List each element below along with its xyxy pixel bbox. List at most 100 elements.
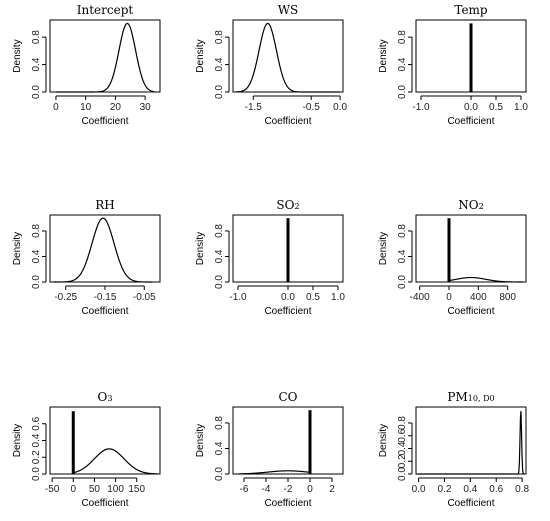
- panel-title: Temp: [454, 3, 488, 17]
- x-tick-label: -0.5: [303, 102, 321, 113]
- y-tick-label: 0.8: [397, 416, 408, 430]
- panel-title: RH: [95, 198, 115, 212]
- y-tick-label: 0.8: [31, 224, 42, 238]
- y-tick-label: 0.8: [214, 224, 225, 238]
- panel-title: SO2: [276, 198, 299, 212]
- x-tick-label: 0.0: [464, 102, 478, 113]
- y-axis-label: Density: [12, 39, 23, 72]
- x-tick-label: -0.25: [54, 292, 77, 303]
- x-tick-label: 1.0: [331, 292, 345, 303]
- density-curve: [417, 410, 525, 475]
- y-axis-label: Density: [378, 39, 389, 72]
- y-tick-label: 0.4: [214, 441, 225, 455]
- y-tick-label: 0.0: [214, 275, 225, 289]
- panel-title-main: SO: [276, 198, 294, 212]
- x-tick-label: -1.5: [245, 102, 263, 113]
- y-axis-label: Density: [378, 424, 389, 457]
- y-tick-label: 0.0: [214, 467, 225, 481]
- y-axis-label: Density: [195, 39, 206, 72]
- x-tick-label: 0.5: [489, 102, 503, 113]
- y-tick-label: 0.0: [397, 85, 408, 99]
- x-tick-label: 0.0: [333, 102, 347, 113]
- x-tick-label: 0: [70, 484, 76, 495]
- panel-title-main: RH: [95, 198, 115, 212]
- plot-frame: [49, 406, 161, 475]
- panel-title: CO: [278, 390, 297, 404]
- y-tick-label: 0.2: [397, 454, 408, 468]
- x-axis-label: Coefficient: [81, 498, 128, 509]
- y-tick-label: 0.4: [214, 249, 225, 263]
- panel-title-main: WS: [278, 3, 299, 17]
- x-tick-label: 20: [110, 102, 122, 113]
- panel-title-main: O: [98, 390, 108, 404]
- x-axis-label: Coefficient: [264, 306, 311, 317]
- x-tick-label: 150: [128, 484, 145, 495]
- y-axis-label: Density: [12, 232, 23, 265]
- y-tick-label: 0.8: [397, 224, 408, 238]
- plot-frame: [415, 406, 527, 475]
- x-tick-label: -1.0: [229, 292, 247, 303]
- density-curve: [55, 22, 155, 93]
- x-tick-label: -400: [410, 292, 430, 303]
- density-curve: [238, 470, 311, 475]
- y-tick-label: 0.8: [214, 30, 225, 44]
- density-curve: [448, 276, 523, 283]
- x-tick-label: 1.0: [514, 102, 528, 113]
- panel-8: CO -6 -4 -2 0 2 0.0 0.4 0.8 Coefficient Density: [195, 390, 344, 509]
- x-tick-label: -0.15: [94, 292, 117, 303]
- x-tick-label: -4: [262, 484, 271, 495]
- y-tick-label: 0.8: [31, 30, 42, 44]
- x-tick-label: 0.6: [489, 484, 503, 495]
- panel-title-subscript: 2: [479, 202, 484, 211]
- x-tick-label: 50: [89, 484, 101, 495]
- plot-frame: [415, 214, 527, 283]
- x-tick-label: -6: [240, 484, 249, 495]
- panel-title: WS: [278, 3, 299, 17]
- y-tick-label: 0.0: [397, 275, 408, 289]
- panel-title-main: Intercept: [77, 3, 134, 17]
- panel-title-main: PM: [447, 390, 467, 404]
- y-tick-label: 0.0: [31, 275, 42, 289]
- panel-4: RH -0.25 -0.15 -0.05 0.0 0.4 0.8 Coefficient Den…: [12, 198, 161, 317]
- x-tick-label: 0.2: [438, 484, 452, 495]
- y-tick-label: 0.0: [397, 467, 408, 481]
- x-tick-label: 400: [470, 292, 487, 303]
- x-axis-label: Coefficient: [447, 498, 494, 509]
- x-tick-label: 2: [329, 484, 335, 495]
- panel-title: PM10, D0: [447, 390, 494, 404]
- density-curve: [73, 448, 158, 475]
- x-tick-label: 0.0: [281, 292, 295, 303]
- x-tick-label: 0: [446, 292, 452, 303]
- density-curve: [53, 217, 153, 283]
- plot-frame: [232, 406, 344, 475]
- panel-6: NO2 -400 0 400 800 0.0 0.4 0.8 Coefficient Densit…: [378, 198, 527, 317]
- panel-title-subscript: 3: [107, 394, 112, 403]
- x-tick-label: 0: [307, 484, 313, 495]
- x-tick-label: 0.8: [515, 484, 529, 495]
- x-tick-label: 10: [80, 102, 92, 113]
- x-axis-label: Coefficient: [264, 116, 311, 127]
- panel-5: SO2 -1.0 0.0 0.5 1.0 0.0 0.4 0.8 Coefficient Dens…: [195, 198, 345, 317]
- x-tick-label: 800: [499, 292, 516, 303]
- y-tick-label: 0.0: [31, 467, 42, 481]
- panel-title: Intercept: [77, 3, 134, 17]
- x-tick-label: -0.05: [133, 292, 156, 303]
- panel-1: Intercept 0 10 20 30 0.0 0.4 0.8 Coefficient Dens…: [12, 3, 161, 127]
- x-tick-label: 0: [53, 102, 59, 113]
- x-tick-label: 0.0: [412, 484, 426, 495]
- panel-title-main: Temp: [454, 3, 488, 17]
- panel-9: PM10, D00.0 0.2 0.4 0.6 0.80.00.20.40.60.8Co…: [378, 390, 530, 509]
- y-tick-label: 0.4: [31, 433, 42, 447]
- panel-7: O3 -50 0 50 100 150 0.0 0.2 0.4 0.6 Coefficient Den…: [12, 390, 161, 509]
- x-tick-label: 0.4: [463, 484, 477, 495]
- y-tick-label: 0.0: [214, 85, 225, 99]
- y-tick-label: 0.4: [31, 57, 42, 71]
- x-axis-label: Coefficient: [81, 306, 128, 317]
- y-axis-label: Density: [12, 424, 23, 457]
- x-tick-label: 100: [107, 484, 124, 495]
- y-tick-label: 0.4: [397, 57, 408, 71]
- x-axis-label: Coefficient: [81, 116, 128, 127]
- y-tick-label: 0.6: [397, 428, 408, 442]
- x-tick-label: 0.5: [306, 292, 320, 303]
